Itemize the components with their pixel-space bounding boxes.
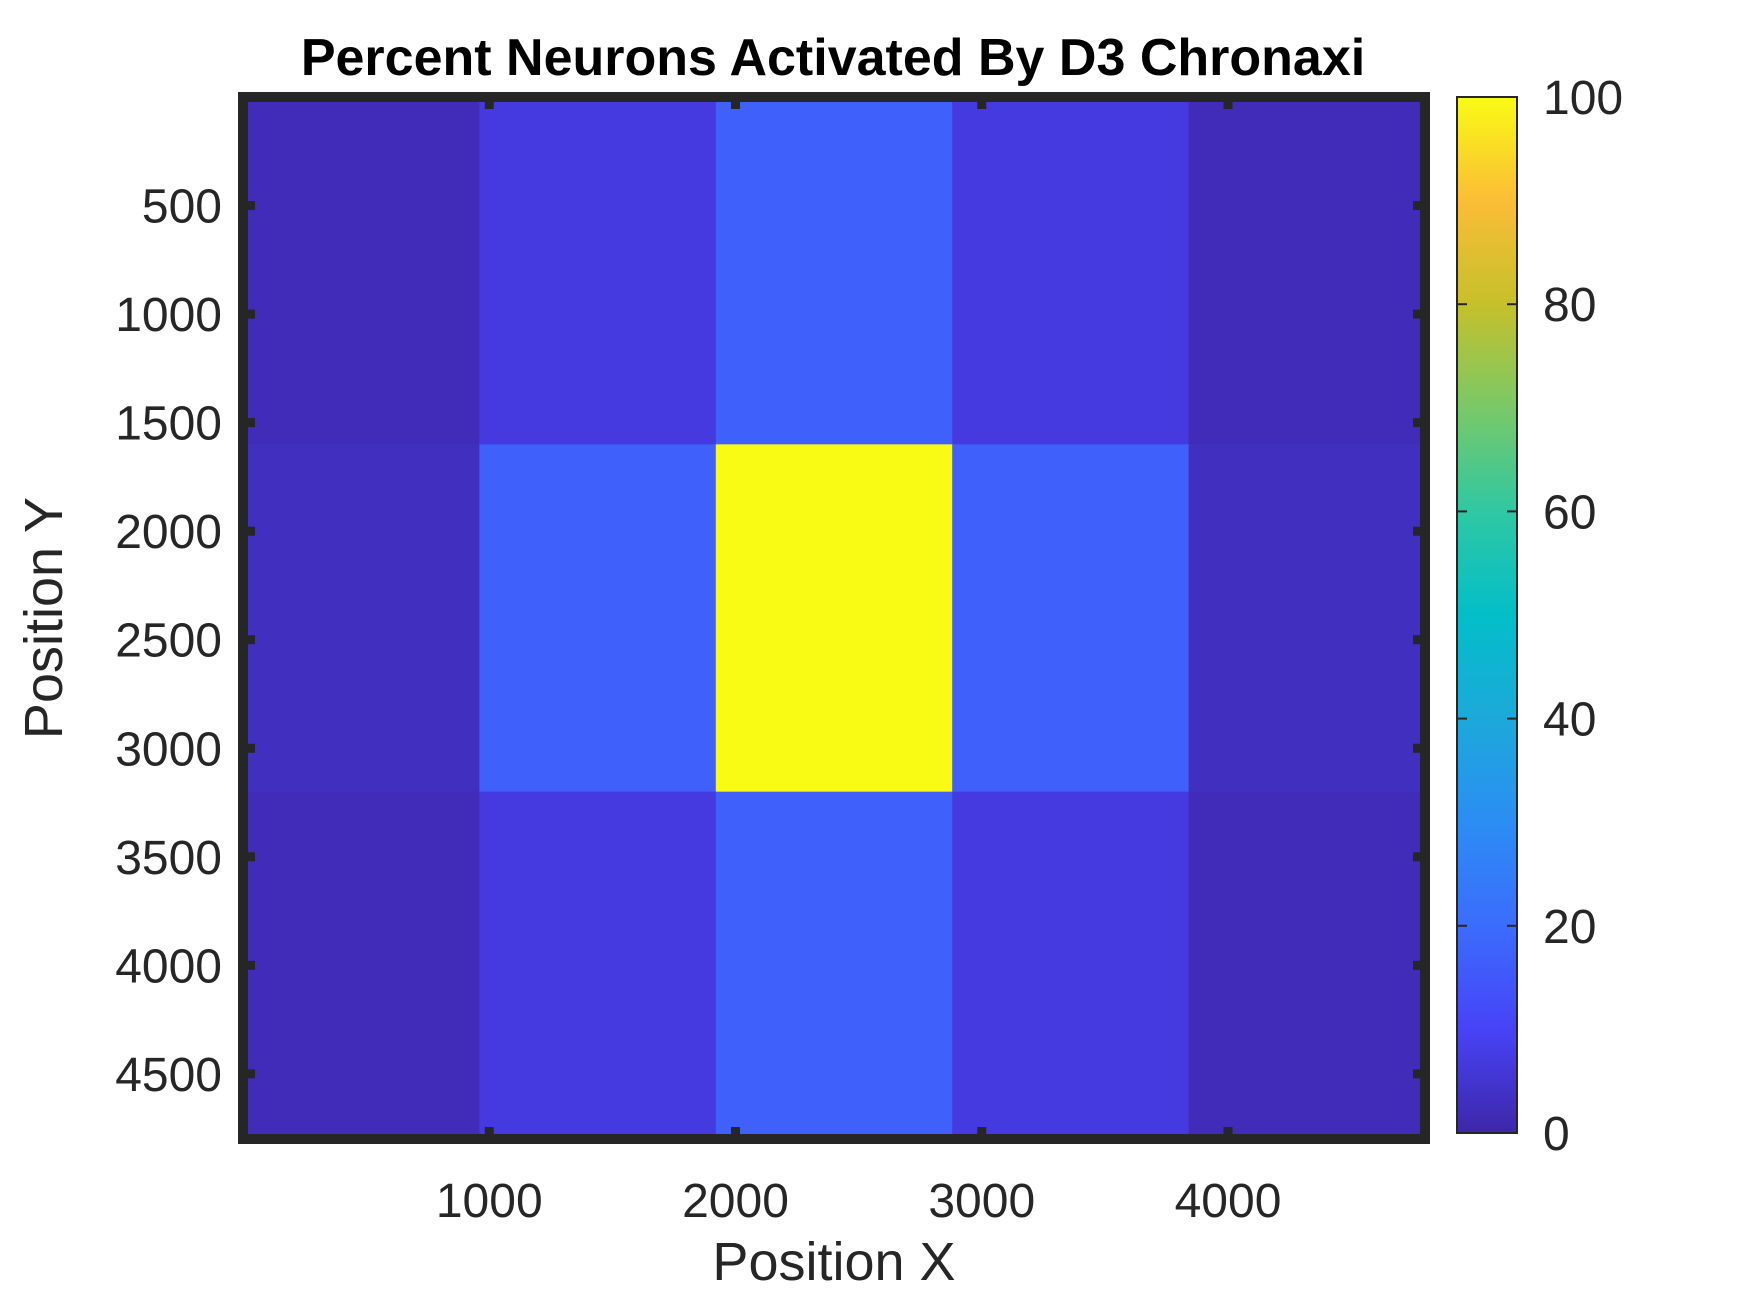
colorbar-tick-label: 40 — [1543, 694, 1596, 747]
x-tick-label: 4000 — [1175, 1175, 1282, 1228]
heatmap-cell-r1-c3 — [952, 444, 1190, 793]
heatmap-cell-r2-c0 — [243, 791, 480, 1140]
heatmap-cell-r2-c4 — [1188, 791, 1426, 1140]
y-tick-label: 4000 — [115, 940, 222, 993]
heatmap-cell-r0-c2 — [715, 97, 953, 445]
x-tick-label: 2000 — [682, 1175, 789, 1228]
heatmap-cell-r1-c2 — [715, 444, 953, 793]
chart-title: Percent Neurons Activated By D3 Chronaxi — [301, 29, 1365, 87]
heatmap-cell-r0-c4 — [1188, 97, 1426, 445]
y-tick-label: 1500 — [115, 398, 222, 451]
axis-ticks — [243, 97, 1425, 1139]
heatmap-cells — [243, 97, 1426, 1140]
x-tick-label: 3000 — [928, 1175, 1035, 1228]
colorbar-tick-label: 20 — [1543, 901, 1596, 954]
y-tick-label: 500 — [142, 181, 222, 234]
colorbar-tick-label: 80 — [1543, 279, 1596, 332]
heatmap-cell-r0-c3 — [952, 97, 1190, 445]
colorbar-tick-label: 0 — [1543, 1108, 1570, 1161]
y-tick-label: 3000 — [115, 723, 222, 776]
heatmap-cell-r2-c3 — [952, 791, 1190, 1140]
y-tick-label: 3500 — [115, 832, 222, 885]
y-tick-label: 2000 — [115, 506, 222, 559]
x-tick-label: 1000 — [436, 1175, 543, 1228]
y-tick-label: 1000 — [115, 289, 222, 342]
colorbar: 0 20 40 60 80 100 — [1456, 72, 1623, 1161]
y-tick-label: 4500 — [115, 1049, 222, 1102]
y-tick-labels: 500 1000 1500 2000 2500 3000 3500 4000 4500 — [115, 181, 222, 1102]
colorbar-ticks: 0 20 40 60 80 100 — [1457, 72, 1623, 1161]
heatmap-cell-r0-c0 — [243, 97, 480, 445]
heatmap-cell-r1-c0 — [243, 444, 480, 793]
heatmap-cell-r0-c1 — [479, 97, 717, 445]
colorbar-tick-label: 60 — [1543, 486, 1596, 539]
colorbar-gradient — [1456, 96, 1518, 1134]
heatmap-cell-r2-c1 — [479, 791, 717, 1140]
y-axis-label: Position Y — [14, 497, 74, 739]
heatmap-cell-r1-c1 — [479, 444, 717, 793]
y-tick-label: 2500 — [115, 615, 222, 668]
heatmap-cell-r1-c4 — [1188, 444, 1426, 793]
plot-frame — [238, 92, 1430, 1144]
x-tick-labels: 1000 2000 3000 4000 — [436, 1175, 1282, 1228]
x-axis-label: Position X — [712, 1232, 955, 1292]
colorbar-tick-label: 100 — [1543, 72, 1623, 125]
heatmap-cell-r2-c2 — [715, 791, 953, 1140]
